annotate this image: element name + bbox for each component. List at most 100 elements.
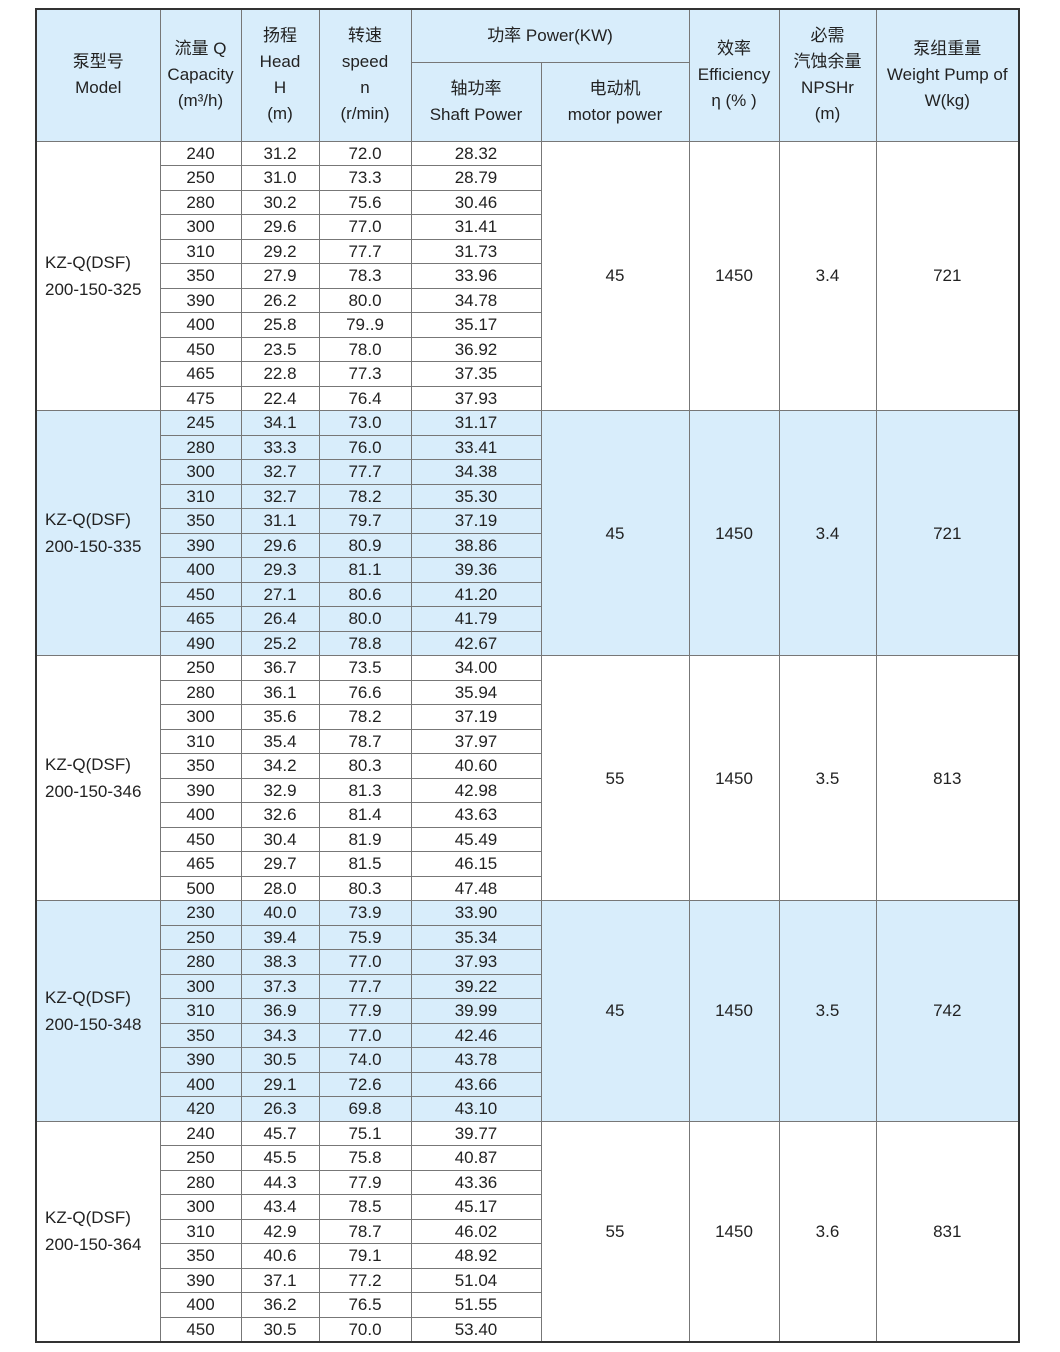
- header-power: 功率 Power(KW): [410, 8, 690, 63]
- model-cell: KZ-Q(DSF) 200-150-335: [35, 410, 161, 656]
- capacity-cell: 400: [159, 1071, 242, 1097]
- head-cell: 26.4: [240, 606, 320, 632]
- model-line: 200-150-348: [45, 1014, 142, 1034]
- head-cell: 23.5: [240, 336, 320, 362]
- shaft-power-cell: 30.46: [410, 189, 542, 215]
- shaft-power-cell: 37.19: [410, 704, 542, 730]
- shaft-power-cell: 45.17: [410, 1194, 542, 1220]
- capacity-cell: 240: [159, 1120, 242, 1146]
- capacity-cell: 390: [159, 287, 242, 313]
- speed-cell: 72.6: [318, 1071, 412, 1097]
- capacity-cell: 350: [159, 753, 242, 779]
- shaft-power-cell: 34.78: [410, 287, 542, 313]
- shaft-power-cell: 42.46: [410, 1022, 542, 1048]
- speed-cell: 81.3: [318, 777, 412, 803]
- table-row: 250 45.5 75.8 40.87: [36, 1145, 1019, 1171]
- weight-cell: 721: [875, 140, 1020, 411]
- head-cell: 34.3: [240, 1022, 320, 1048]
- capacity-cell: 250: [159, 165, 242, 191]
- speed-cell: 73.3: [318, 165, 412, 191]
- speed-cell: 78.2: [318, 483, 412, 509]
- speed-cell: 72.0: [318, 140, 412, 166]
- speed-cell: 77.9: [318, 1169, 412, 1195]
- speed-cell: 81.1: [318, 557, 412, 583]
- speed-cell: 75.9: [318, 924, 412, 950]
- table-row: 350 27.9 78.3 33.96: [36, 263, 1019, 289]
- head-cell: 35.6: [240, 704, 320, 730]
- efficiency-cell: 1450: [688, 1120, 780, 1343]
- speed-cell: 78.8: [318, 630, 412, 656]
- table-row: 300 29.6 77.0 31.41: [36, 214, 1019, 240]
- head-cell: 29.1: [240, 1071, 320, 1097]
- capacity-cell: 280: [159, 189, 242, 215]
- speed-cell: 74.0: [318, 1047, 412, 1073]
- capacity-cell: 490: [159, 630, 242, 656]
- npsh-cell: 3.5: [778, 655, 877, 901]
- motor-power-cell: 55: [540, 655, 690, 901]
- model-cell: KZ-Q(DSF) 200-150-325: [35, 140, 161, 411]
- head-cell: 42.9: [240, 1218, 320, 1244]
- head-cell: 29.6: [240, 532, 320, 558]
- efficiency-cell: 1450: [688, 140, 780, 411]
- motor-power-cell: 55: [540, 1120, 690, 1343]
- shaft-power-cell: 42.98: [410, 777, 542, 803]
- table-row: 500 28.0 80.3 47.48: [36, 875, 1019, 901]
- capacity-cell: 250: [159, 655, 242, 681]
- speed-cell: 76.4: [318, 385, 412, 411]
- speed-cell: 76.6: [318, 679, 412, 705]
- shaft-power-cell: 35.17: [410, 312, 542, 338]
- capacity-cell: 310: [159, 483, 242, 509]
- head-cell: 36.7: [240, 655, 320, 681]
- efficiency-cell: 1450: [688, 900, 780, 1122]
- capacity-cell: 280: [159, 1169, 242, 1195]
- head-cell: 40.0: [240, 900, 320, 926]
- shaft-power-cell: 33.96: [410, 263, 542, 289]
- capacity-cell: 400: [159, 557, 242, 583]
- table-row: 450 27.1 80.6 41.20: [36, 581, 1019, 607]
- shaft-power-cell: 31.17: [410, 410, 542, 436]
- table-row: 420 26.3 69.8 43.10: [36, 1096, 1019, 1122]
- head-cell: 45.5: [240, 1145, 320, 1171]
- weight-cell: 813: [875, 655, 1020, 901]
- speed-cell: 77.7: [318, 238, 412, 264]
- capacity-cell: 310: [159, 1218, 242, 1244]
- table-body: KZ-Q(DSF) 200-150-325 240 31.2 72.0 28.32 45 14…: [35, 140, 1020, 1343]
- head-cell: 29.2: [240, 238, 320, 264]
- capacity-cell: 280: [159, 434, 242, 460]
- capacity-cell: 465: [159, 361, 242, 387]
- shaft-power-cell: 37.97: [410, 728, 542, 754]
- model-line: KZ-Q(DSF): [45, 1208, 131, 1228]
- header-npsh: 必需 汽蚀余量 NPSHr (m): [778, 8, 877, 142]
- header-head: 扬程 Head H (m): [240, 8, 320, 142]
- head-cell: 27.1: [240, 581, 320, 607]
- speed-cell: 78.0: [318, 336, 412, 362]
- shaft-power-cell: 37.93: [410, 385, 542, 411]
- head-cell: 39.4: [240, 924, 320, 950]
- speed-cell: 75.8: [318, 1145, 412, 1171]
- speed-cell: 80.6: [318, 581, 412, 607]
- table-row: 310 29.2 77.7 31.73: [36, 238, 1019, 264]
- speed-cell: 80.3: [318, 875, 412, 901]
- head-cell: 30.5: [240, 1047, 320, 1073]
- capacity-cell: 245: [159, 410, 242, 436]
- shaft-power-cell: 39.36: [410, 557, 542, 583]
- model-line: 200-150-335: [45, 537, 142, 556]
- speed-cell: 75.1: [318, 1120, 412, 1146]
- speed-cell: 70.0: [318, 1316, 412, 1343]
- speed-cell: 77.0: [318, 214, 412, 240]
- model-line: KZ-Q(DSF): [45, 987, 131, 1007]
- speed-cell: 79..9: [318, 312, 412, 338]
- capacity-cell: 250: [159, 924, 242, 950]
- shaft-power-cell: 46.15: [410, 851, 542, 877]
- head-cell: 34.2: [240, 753, 320, 779]
- header-weight: 泵组重量 Weight Pump of W(kg): [875, 8, 1020, 142]
- capacity-cell: 350: [159, 1243, 242, 1269]
- head-cell: 31.2: [240, 140, 320, 166]
- table-row: KZ-Q(DSF) 200-150-364 240 45.7 75.1 39.77 55 14…: [35, 1120, 1020, 1343]
- table-row: 310 42.9 78.7 46.02: [36, 1218, 1019, 1244]
- table-row: 450 23.5 78.0 36.92: [36, 336, 1019, 362]
- head-cell: 28.0: [240, 875, 320, 901]
- shaft-power-cell: 45.49: [410, 826, 542, 852]
- speed-cell: 69.8: [318, 1096, 412, 1122]
- shaft-power-cell: 38.86: [410, 532, 542, 558]
